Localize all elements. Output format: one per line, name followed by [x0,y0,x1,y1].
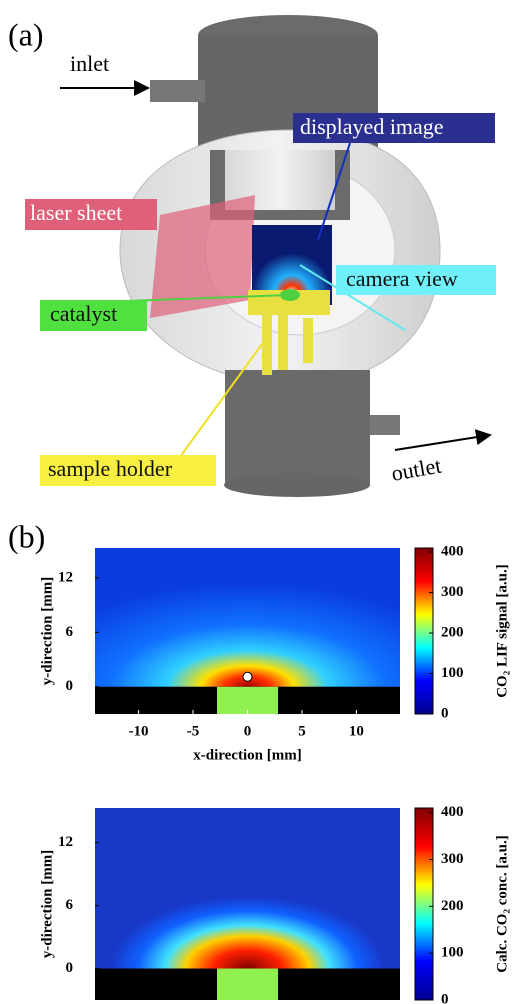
camera-view-label: camera view [346,266,458,291]
sample-holder-label: sample holder [48,456,173,481]
colorbar-label: Calc. CO₂ conc. [a.u.] [494,835,510,972]
colorbar-tick-label: 300 [441,851,464,867]
charts: 0 6 12 -10 -5 0 5 10 y-direction [mm] x-direction… [39,543,510,1004]
colorbar-label: CO₂ LIF signal [a.u.] [494,564,510,698]
colorbar-tick-label: 0 [441,991,449,1004]
y-tick-label: 6 [66,897,74,913]
apparatus [120,15,440,497]
x-tick-label: -10 [129,723,149,739]
colorbar-tick-label: 400 [441,804,464,820]
colorbar-tick-label: 400 [441,543,464,559]
y-tick-label: 0 [66,960,74,976]
x-tick-label: -5 [187,723,200,739]
y-tick-label: 6 [66,624,74,640]
colorbar-tick-label: 100 [441,945,464,961]
catalyst-label: catalyst [50,301,117,326]
page: (a) inlet displayed image laser sheet ca… [0,0,514,1004]
outlet-arrow [395,435,490,450]
x-tick-label: 5 [298,723,306,739]
heatmap-field [95,808,400,969]
heatmap-field [95,548,400,687]
x-axis-label: x-direction [mm] [193,747,301,763]
colorbar-tick-label: 300 [441,584,464,600]
figure: (a) inlet displayed image laser sheet ca… [0,0,514,1004]
colorbar-tick-label: 0 [441,705,449,721]
panel-label: (b) [8,518,45,554]
colorbar [415,808,433,1000]
y-axis-label: y-direction [mm] [39,850,55,958]
laser-sheet-label: laser sheet [30,200,122,225]
colorbar-tick-label: 200 [441,624,464,640]
y-tick-label: 12 [58,834,73,850]
outlet-label: outlet [389,453,443,486]
catalyst [217,969,278,1000]
y-tick-label: 0 [66,678,74,694]
displayed-image-label: displayed image [300,114,444,139]
probe-point [243,672,252,681]
inlet-label: inlet [70,51,109,76]
colorbar [415,548,433,714]
y-axis-label: y-direction [mm] [39,577,55,685]
panel-label: (a) [8,16,44,52]
y-tick-label: 12 [58,569,73,585]
x-tick-label: 10 [349,723,364,739]
colorbar-tick-label: 100 [441,665,464,681]
catalyst [217,687,278,714]
colorbar-tick-label: 200 [441,898,464,914]
x-tick-label: 0 [244,723,252,739]
